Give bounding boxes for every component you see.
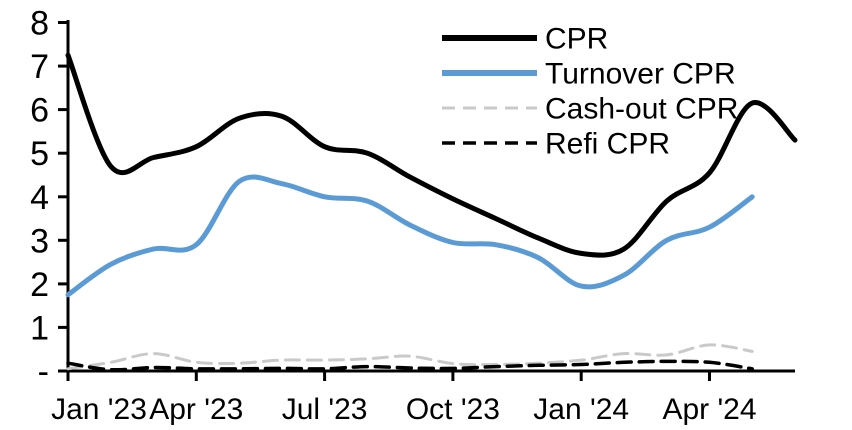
x-tick-label: Jan '24 [533,393,629,426]
y-tick-label: 1 [30,309,49,347]
y-tick-label: 7 [30,48,49,86]
series-line-cpr [65,52,798,258]
series-line-cash-out-cpr [66,343,754,371]
y-tick-label: 8 [30,5,49,43]
y-tick-label: 3 [30,222,49,260]
y-tick-label: 2 [30,266,49,304]
x-tick-label: Oct '23 [406,393,500,426]
legend-label-cash-out-cpr: Cash-out CPR [545,93,738,126]
legend-label-cpr: CPR [545,23,608,56]
series-line-turnover-cpr [65,174,755,298]
x-tick-label: Jan '23 [51,393,147,426]
x-tick-label: Apr '23 [149,393,243,426]
x-tick-label: Apr '24 [662,393,756,426]
y-tick-label: 5 [30,135,49,173]
x-tick-label: Jul '23 [282,393,368,426]
y-tick-label: 4 [30,179,49,217]
legend-label-refi-cpr: Refi CPR [545,128,670,161]
y-tick-label: - [38,353,49,391]
legend-label-turnover-cpr: Turnover CPR [545,58,736,91]
series-line-refi-cpr [66,359,754,372]
axis-lines [66,20,795,373]
y-tick-label: 6 [30,92,49,130]
